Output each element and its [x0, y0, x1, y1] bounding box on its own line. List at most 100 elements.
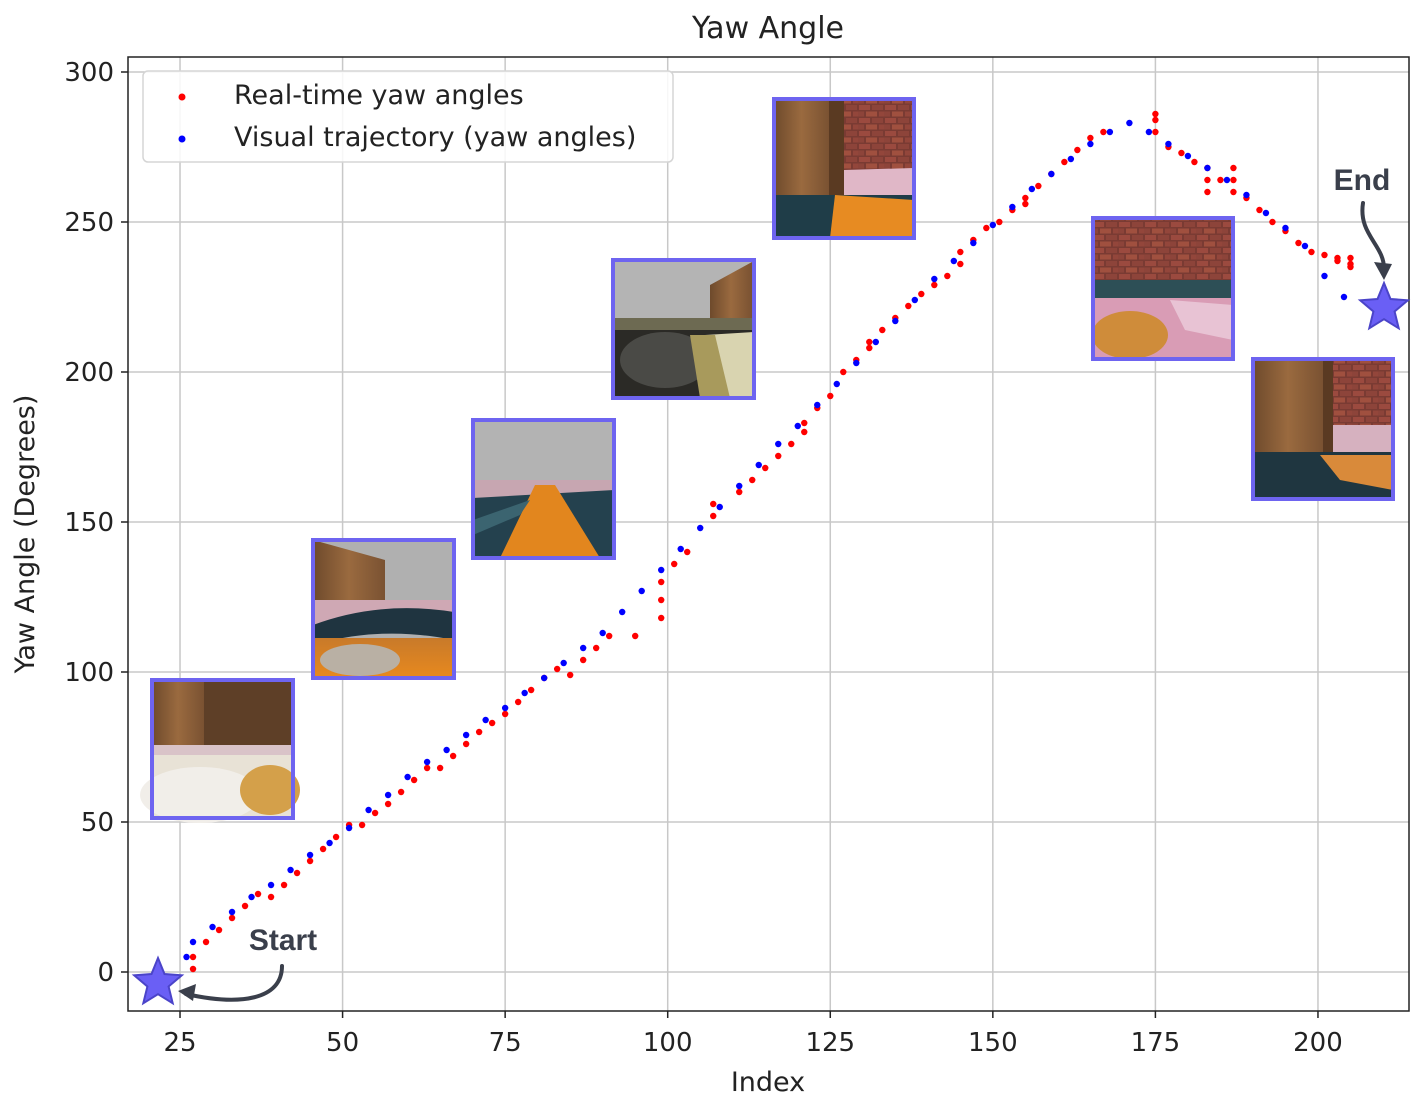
data-point — [631, 632, 639, 640]
data-point — [1204, 176, 1211, 184]
data-point — [1087, 134, 1094, 142]
legend-label-visual: Visual trajectory (yaw angles) — [234, 122, 636, 153]
data-point — [684, 548, 691, 556]
x-axis-ticks: 25 50 75 100 125 150 175 200 — [163, 1011, 1343, 1058]
data-point — [1184, 152, 1192, 160]
start-annotation: Start — [249, 924, 317, 957]
end-annotation: End — [1334, 164, 1391, 197]
x-tick-label: 125 — [805, 1028, 855, 1058]
data-point — [1262, 209, 1270, 217]
data-point — [365, 806, 372, 814]
x-tick-label: 175 — [1131, 1028, 1181, 1058]
data-point — [1067, 155, 1075, 163]
data-point — [1152, 110, 1159, 118]
data-point — [775, 440, 782, 448]
data-point — [989, 221, 997, 229]
data-point — [1009, 203, 1016, 211]
data-points — [183, 110, 1354, 973]
data-point — [618, 608, 626, 616]
data-point — [599, 629, 606, 637]
y-tick-label: 200 — [64, 358, 114, 388]
data-point — [911, 296, 919, 304]
data-point — [677, 545, 684, 553]
data-point — [436, 764, 444, 772]
data-point — [423, 764, 431, 772]
data-point — [189, 965, 197, 973]
data-point — [326, 839, 333, 847]
data-point — [540, 674, 548, 682]
data-point — [866, 344, 873, 352]
data-point — [801, 428, 808, 436]
data-point — [794, 422, 801, 430]
thumbnail-image-2 — [311, 538, 456, 680]
chart-title: Yaw Angle — [691, 11, 844, 46]
data-point — [957, 248, 964, 256]
data-point — [697, 524, 704, 532]
data-point — [1269, 218, 1276, 226]
data-point — [814, 401, 821, 409]
start-star-icon — [131, 955, 185, 1006]
data-point — [202, 938, 210, 946]
y-axis-ticks: 0 50 100 150 200 250 300 — [64, 58, 128, 988]
data-point — [579, 656, 587, 664]
data-point — [443, 746, 450, 754]
data-point — [280, 881, 288, 889]
data-point — [716, 503, 723, 511]
end-arrowhead-icon — [1374, 262, 1392, 280]
data-point — [1295, 239, 1302, 247]
data-point — [560, 659, 567, 667]
data-point — [1347, 254, 1354, 262]
data-point — [775, 452, 782, 460]
data-point — [501, 704, 509, 712]
data-point — [228, 914, 236, 922]
data-point — [736, 488, 743, 496]
data-point — [1282, 224, 1289, 232]
plot-area-frame — [127, 56, 1410, 1012]
data-point — [788, 440, 795, 448]
data-point — [1152, 116, 1159, 124]
data-point — [755, 461, 762, 469]
data-point — [241, 902, 249, 910]
data-point — [423, 758, 431, 766]
data-point — [410, 776, 418, 784]
data-point — [189, 953, 197, 961]
data-point — [892, 317, 899, 325]
start-arrowhead-icon — [178, 984, 196, 1001]
data-point — [332, 833, 340, 841]
data-point — [1321, 272, 1328, 280]
data-point — [1100, 128, 1107, 136]
data-point — [1308, 248, 1315, 256]
data-point — [1048, 170, 1055, 178]
data-point — [267, 893, 275, 901]
thumbnail-image-5 — [772, 97, 916, 240]
data-point — [879, 326, 886, 334]
data-point — [1106, 128, 1114, 136]
data-point — [1230, 164, 1237, 172]
data-point — [872, 338, 879, 346]
data-point — [1301, 242, 1309, 250]
x-tick-label: 75 — [489, 1028, 522, 1058]
data-point — [1230, 188, 1237, 196]
data-point — [228, 908, 236, 916]
y-tick-label: 0 — [97, 958, 114, 988]
data-point — [521, 689, 528, 697]
thumbnail-image-1 — [140, 678, 300, 823]
data-point — [833, 380, 840, 388]
data-point — [1321, 251, 1328, 259]
y-tick-label: 250 — [64, 208, 114, 238]
data-point — [970, 239, 977, 247]
series-1 — [183, 119, 1348, 961]
data-point — [950, 257, 958, 265]
data-point — [384, 791, 392, 799]
y-tick-label: 100 — [64, 658, 114, 688]
data-point — [1178, 149, 1185, 157]
start-arrow-icon — [184, 964, 284, 1002]
data-point — [248, 893, 255, 901]
data-point — [1145, 128, 1153, 136]
thumbnail-images — [140, 97, 1395, 823]
data-point — [983, 224, 990, 232]
x-tick-label: 200 — [1293, 1028, 1343, 1058]
data-point — [1243, 191, 1250, 199]
data-point — [671, 560, 678, 568]
